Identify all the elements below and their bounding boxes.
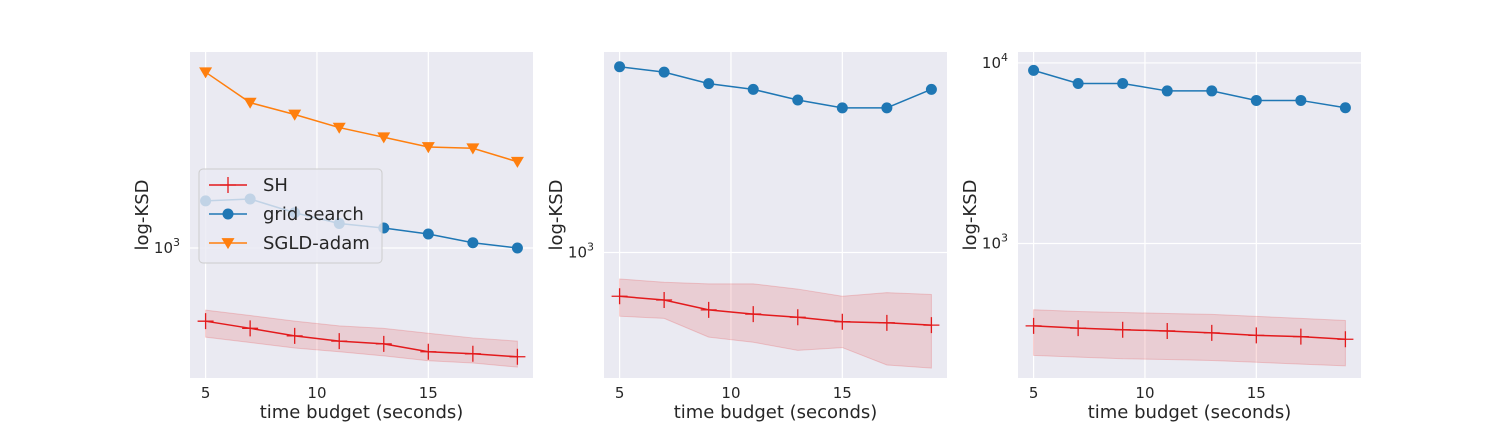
y-tick-label: 103 <box>982 232 1008 253</box>
x-tick-label: 5 <box>1029 384 1039 402</box>
data-point-sh <box>1248 327 1265 344</box>
data-point-sh <box>1292 328 1309 345</box>
x-axis-label: time budget (seconds) <box>1088 402 1292 423</box>
x-tick-label: 5 <box>201 384 211 402</box>
data-point-grid-search <box>792 94 804 106</box>
data-point-sh <box>923 317 940 334</box>
data-point-grid-search <box>703 78 715 90</box>
legend-marker-sgld-adam <box>221 238 235 250</box>
data-point-grid-search <box>747 83 759 95</box>
data-point-sh <box>286 327 303 344</box>
series-line-grid-search <box>619 65 932 109</box>
y-tick-label: 103 <box>568 240 594 261</box>
series-line-sgld-adam <box>205 71 518 163</box>
data-point-grid-search <box>1339 102 1351 114</box>
y-axis-label: log-KSD <box>546 179 567 250</box>
x-tick-label: 15 <box>1247 384 1266 402</box>
x-tick-label: 10 <box>721 384 740 402</box>
data-point-sh <box>834 313 851 330</box>
confidence-band-sh <box>619 278 932 369</box>
data-point-grid-search <box>422 228 434 240</box>
series-line-grid-search <box>1033 69 1346 109</box>
data-point-sh <box>331 333 348 350</box>
data-point-grid-search <box>1117 77 1129 89</box>
x-axis-label: time budget (seconds) <box>260 402 464 423</box>
data-point-grid-search <box>511 242 523 254</box>
x-tick-label: 15 <box>419 384 438 402</box>
data-point-sgld-adam <box>199 67 213 79</box>
data-point-sgld-adam <box>421 142 435 154</box>
confidence-band-sh <box>1033 309 1346 367</box>
subplot-1: 5 10 15 103 time budget (seconds) log-KSD SH gr… <box>132 52 533 423</box>
x-tick-label: 10 <box>307 384 326 402</box>
data-point-sgld-adam <box>332 122 346 134</box>
x-tick-label: 15 <box>833 384 852 402</box>
data-point-sh <box>375 335 392 352</box>
data-point-sgld-adam <box>243 97 257 109</box>
legend-label-grid-search: grid search <box>263 204 364 225</box>
data-point-sh <box>611 288 628 305</box>
data-point-grid-search <box>1161 85 1173 97</box>
data-point-grid-search <box>467 237 479 249</box>
data-point-sh <box>1159 322 1176 339</box>
y-tick-label: 104 <box>982 51 1008 72</box>
data-point-sh <box>1070 320 1087 337</box>
data-point-grid-search <box>1072 77 1084 89</box>
legend-label-sgld-adam: SGLD-adam <box>263 233 370 254</box>
y-axis-label: log-KSD <box>132 179 153 250</box>
data-point-grid-search <box>1295 94 1307 106</box>
data-point-sh <box>789 309 806 326</box>
data-point-sgld-adam <box>288 109 302 121</box>
data-point-grid-search <box>1250 94 1262 106</box>
data-point-sh <box>656 292 673 309</box>
y-tick-label: 103 <box>154 236 180 257</box>
data-point-sgld-adam <box>466 143 480 155</box>
data-point-sh <box>464 345 481 362</box>
legend-box <box>198 168 383 264</box>
y-axis-label: log-KSD <box>960 179 981 250</box>
data-point-sh <box>878 314 895 331</box>
plot-area <box>1018 52 1361 378</box>
data-point-grid-search <box>658 66 670 78</box>
data-point-sh <box>1203 324 1220 341</box>
data-point-sh <box>1025 317 1042 334</box>
data-point-sh <box>745 306 762 323</box>
data-point-sh <box>509 348 526 365</box>
legend: SH grid search SGLD-adam <box>198 168 383 264</box>
legend-label-sh: SH <box>263 175 288 196</box>
data-point-sh <box>1337 331 1354 348</box>
data-point-sgld-adam <box>377 132 391 144</box>
data-point-grid-search <box>836 102 848 114</box>
data-point-grid-search <box>1206 85 1218 97</box>
data-point-sh <box>700 301 717 318</box>
data-point-sh <box>1114 321 1131 338</box>
subplot-3: 5 10 15 103 104 time budget (seconds) log-KSD <box>960 51 1361 423</box>
x-axis-label: time budget (seconds) <box>674 402 878 423</box>
subplot-2: 5 10 15 103 time budget (seconds) log-KSD <box>546 52 947 423</box>
x-tick-label: 5 <box>615 384 625 402</box>
data-point-grid-search <box>614 61 626 73</box>
data-point-sh <box>197 313 214 330</box>
data-point-grid-search <box>925 83 937 95</box>
x-tick-label: 10 <box>1135 384 1154 402</box>
data-point-sh <box>420 343 437 360</box>
data-point-grid-search <box>881 102 893 114</box>
legend-marker-sh <box>220 177 236 193</box>
data-point-grid-search <box>1028 64 1040 76</box>
legend-marker-grid-search <box>222 208 234 220</box>
data-point-sgld-adam <box>510 156 524 168</box>
data-point-sh <box>242 320 259 337</box>
